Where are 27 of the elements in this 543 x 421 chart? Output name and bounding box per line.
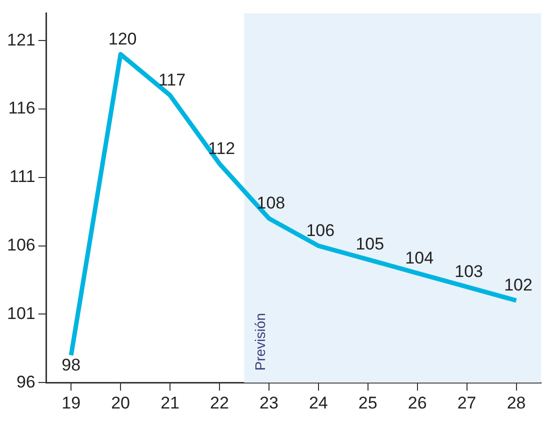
y-tick-label: 116 [8, 98, 36, 118]
y-tick-label: 121 [6, 30, 36, 50]
x-tick-label: 26 [408, 393, 427, 412]
data-label: 104 [405, 248, 434, 268]
data-label: 117 [158, 70, 186, 90]
y-tick-label: 111 [10, 167, 36, 186]
x-tick-label: 19 [62, 393, 81, 412]
y-tick-label: 106 [6, 235, 36, 254]
band-label: Previsión [252, 313, 268, 371]
y-tick-label: 96 [16, 372, 36, 392]
data-label: 102 [504, 276, 532, 295]
x-tick-label: 25 [358, 393, 378, 412]
x-tick-label: 28 [506, 393, 526, 412]
data-label: 98 [62, 355, 81, 374]
data-label: 105 [356, 234, 384, 254]
data-label: 106 [306, 220, 335, 240]
data-label: 120 [108, 29, 137, 48]
x-tick-label: 21 [160, 393, 180, 412]
x-tick-label: 27 [457, 393, 476, 412]
x-tick-label: 20 [111, 393, 130, 412]
data-label: 108 [256, 194, 286, 213]
data-label: 103 [454, 262, 483, 282]
x-tick-label: 23 [259, 393, 278, 412]
x-tick-label: 24 [308, 393, 328, 412]
data-label: 112 [208, 138, 236, 158]
y-tick-label: 101 [6, 304, 36, 323]
x-tick-label: 22 [210, 393, 229, 412]
